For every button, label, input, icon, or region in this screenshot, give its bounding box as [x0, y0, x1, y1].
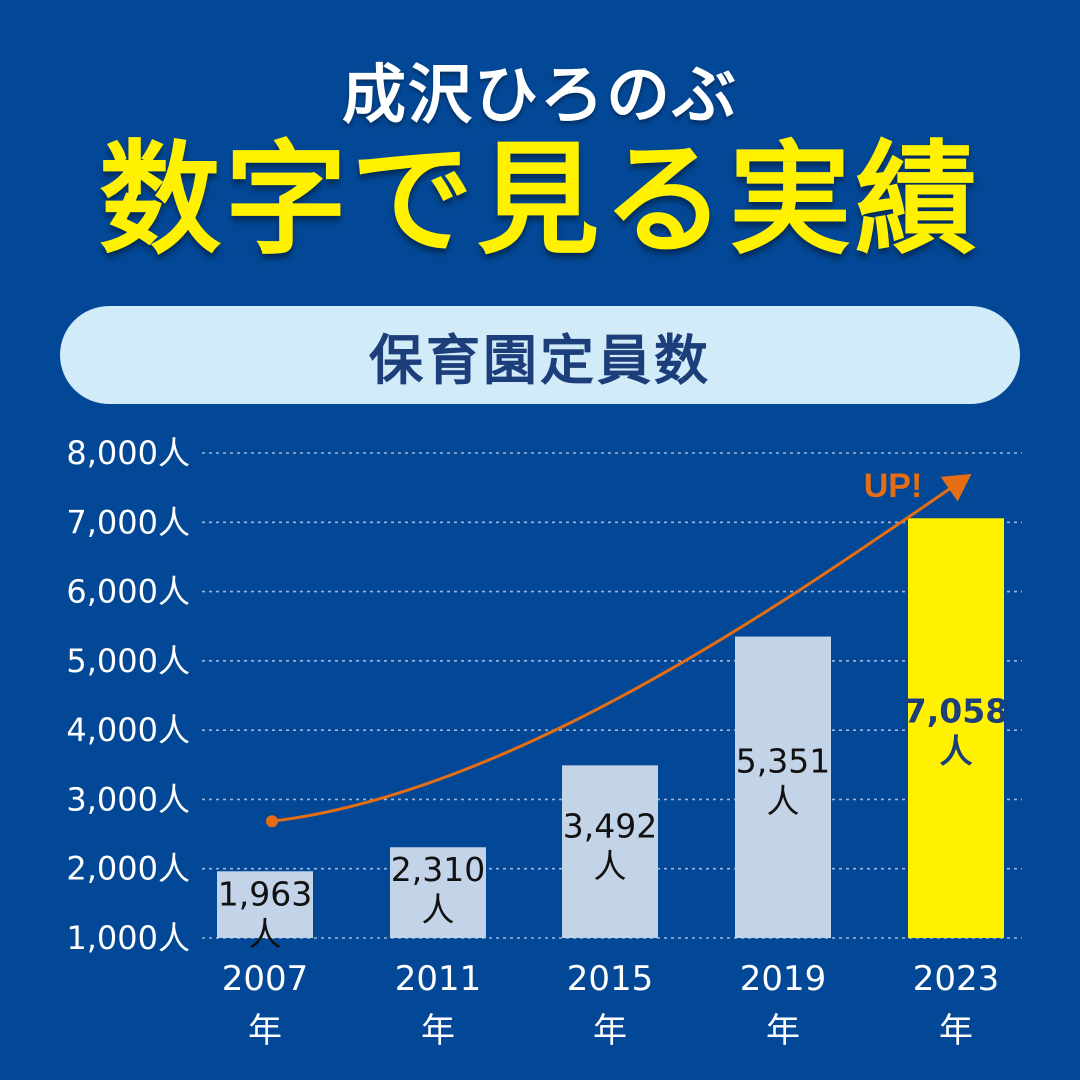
data-label: 2,310: [391, 850, 485, 889]
x-tick-label: 2019: [740, 959, 827, 999]
x-tick-label: 2023: [913, 959, 1000, 999]
x-tick-label: 2015: [567, 959, 654, 999]
y-tick-label: 5,000人: [66, 642, 190, 680]
data-label-unit: 人: [940, 731, 973, 770]
x-tick-suffix: 年: [593, 1011, 627, 1051]
y-tick-label: 4,000人: [66, 711, 190, 749]
data-label-unit: 人: [594, 846, 627, 885]
y-tick-label: 7,000人: [66, 503, 190, 541]
y-tick-label: 2,000人: [66, 850, 190, 888]
y-tick-label: 3,000人: [66, 780, 190, 818]
data-label: 3,492: [563, 806, 657, 845]
bar: [735, 636, 831, 938]
headline: 数字で見る実績: [99, 129, 981, 271]
up-annotation: UP!: [864, 467, 923, 505]
x-tick-suffix: 年: [248, 1011, 282, 1051]
bar: [562, 765, 658, 938]
x-tick-suffix: 年: [939, 1011, 973, 1051]
bar: [390, 847, 486, 938]
data-label: 5,351: [736, 742, 830, 781]
chart-title-pill: 保育園定員数: [60, 306, 1020, 404]
data-label: 7,058: [904, 691, 1008, 730]
x-tick-label: 2011: [395, 959, 482, 999]
y-tick-label: 8,000人: [66, 434, 190, 472]
data-label-unit: 人: [249, 914, 282, 953]
bar: [217, 871, 313, 938]
trend-arrow: [271, 473, 972, 823]
data-label: 1,963: [218, 874, 312, 913]
data-label-unit: 人: [422, 890, 455, 929]
bar-highlight: [908, 518, 1004, 938]
y-tick-label: 6,000人: [66, 573, 190, 611]
x-tick-label: 2007: [222, 959, 309, 999]
y-tick-label: 1,000人: [66, 919, 190, 957]
data-label-unit: 人: [767, 782, 800, 821]
chart-title: 保育園定員数: [369, 328, 711, 392]
x-tick-suffix: 年: [421, 1011, 455, 1051]
x-tick-suffix: 年: [766, 1011, 800, 1051]
candidate-name: 成沢ひろのぶ: [342, 59, 738, 133]
trend-start-dot: [266, 815, 278, 828]
